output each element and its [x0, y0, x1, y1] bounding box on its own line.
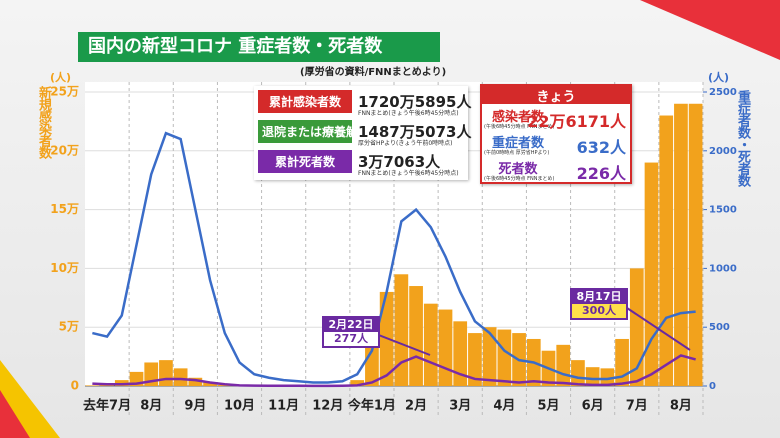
x-tick-label: 4月	[493, 399, 515, 414]
x-tick-label: 今年1月	[347, 398, 396, 414]
y2-label: 重症者数・死者数	[735, 90, 750, 186]
bar	[659, 115, 674, 387]
y2-tick-label: 1500	[709, 205, 737, 216]
bar	[482, 327, 497, 386]
today-title: きょう	[482, 86, 630, 105]
today-box: きょう 感染者数 (午後6時45分時点 FNNまとめ) 22万6171人 重症者数 (午前…	[480, 84, 632, 184]
y2-tick-label: 2500	[709, 87, 737, 98]
bar	[600, 368, 615, 386]
bar	[585, 367, 600, 386]
bar	[497, 329, 512, 386]
annotation-text: 300人	[572, 304, 626, 318]
y-tick-label: 20万	[50, 143, 79, 157]
annotation-leader	[623, 305, 691, 351]
subtitle: (厚労省の資料/FNNまとめより)	[300, 65, 446, 78]
today-label: 死者数	[498, 162, 538, 177]
summary-note: FNNまとめ(きょう午後6時45分時点)	[358, 170, 459, 177]
summary-value: 1720万5895人	[358, 93, 472, 111]
bar	[203, 382, 217, 386]
bar	[423, 303, 438, 386]
bar	[350, 380, 365, 386]
y2-tick-label: 0	[709, 381, 716, 392]
x-tick-label: 去年7月	[83, 398, 131, 414]
title-bg	[78, 32, 440, 62]
bar	[85, 385, 100, 386]
bar	[615, 338, 629, 386]
bar	[159, 360, 173, 386]
line	[92, 354, 696, 388]
x-tick-label: 11月	[268, 399, 299, 414]
x-tick-label: 9月	[184, 399, 206, 414]
y-tick-label: 5万	[59, 320, 79, 334]
annotation-leader	[375, 333, 431, 356]
today-value: 632人	[576, 138, 626, 157]
bar	[688, 103, 703, 386]
bar	[409, 286, 423, 386]
summary-row: 退院または療養解除 1487万5073人	[258, 120, 472, 143]
y-tick-label: 15万	[50, 202, 79, 216]
y2-tick-label: 2000	[709, 146, 737, 157]
summary-label: 累計死者数	[258, 150, 352, 173]
summary-label: 退院または療養解除	[258, 120, 370, 143]
x-tick-label: 12月	[312, 399, 343, 414]
x-tick-label: 8月	[140, 399, 162, 414]
today-note: (午後6時45分時点 FNNまとめ)	[484, 124, 555, 130]
y2-tick-label: 1000	[709, 263, 737, 274]
y-tick-label: 0	[71, 379, 79, 393]
summary-box: 累計感染者数 1720万5895人 FNNまとめ(きょう午後6時45分時点) 退院また…	[254, 86, 472, 180]
today-value: 226人	[576, 164, 626, 183]
today-label: 感染者数	[491, 110, 544, 125]
y-tick-label: 10万	[50, 261, 79, 275]
y-label: 新規感染者数	[36, 86, 51, 158]
summary-note: FNNまとめ(きょう午後6時45分時点)	[358, 110, 459, 117]
today-note: (午前0時時点 厚労省HPより)	[484, 150, 550, 156]
annotation-date: 8月17日	[572, 290, 626, 304]
annotation-date: 2月22日	[324, 318, 378, 332]
summary-note: 厚労省HPより(きょう午前0時時点)	[358, 140, 453, 147]
today-value: 22万6171人	[527, 112, 626, 131]
annotation: 2月22日 277人	[322, 316, 380, 348]
y-unit: (人)	[50, 70, 71, 84]
today-label: 重症者数	[491, 136, 544, 151]
x-tick-label: 7月	[626, 399, 648, 414]
x-tick-label: 6月	[582, 399, 604, 414]
x-tick-label: 2月	[405, 399, 427, 414]
summary-label: 累計感染者数	[258, 90, 352, 113]
x-tick-label: 3月	[449, 399, 471, 414]
y2-tick-label: 500	[709, 322, 730, 333]
line	[92, 131, 696, 384]
bar	[365, 338, 379, 386]
summary-row: 累計死者数 3万7063人	[258, 150, 440, 173]
bar	[173, 368, 188, 386]
bar	[556, 344, 571, 386]
annotation-text: 277人	[324, 332, 378, 346]
x-tick-label: 8月	[670, 399, 692, 414]
summary-value: 1487万5073人	[358, 123, 472, 141]
bar	[571, 360, 585, 386]
deco	[640, 0, 780, 60]
today-note: (午後6時45分時点 FNNまとめ)	[484, 176, 555, 182]
chart-title: 国内の新型コロナ 重症者数・死者数	[88, 35, 383, 57]
bar	[438, 309, 453, 386]
bar	[629, 268, 644, 386]
bar	[468, 333, 482, 386]
x-tick-label: 10月	[224, 399, 255, 414]
bar	[394, 274, 409, 386]
bar	[188, 377, 203, 386]
bar	[644, 162, 659, 386]
y2-unit: (人)	[708, 70, 729, 84]
summary-row: 累計感染者数 1720万5895人	[258, 90, 472, 113]
annotation: 8月17日 300人	[570, 288, 628, 320]
y-tick-label: 25万	[50, 85, 79, 99]
bar	[453, 321, 468, 386]
x-tick-label: 5月	[537, 399, 559, 414]
deco	[0, 390, 30, 438]
summary-value: 3万7063人	[358, 153, 441, 171]
